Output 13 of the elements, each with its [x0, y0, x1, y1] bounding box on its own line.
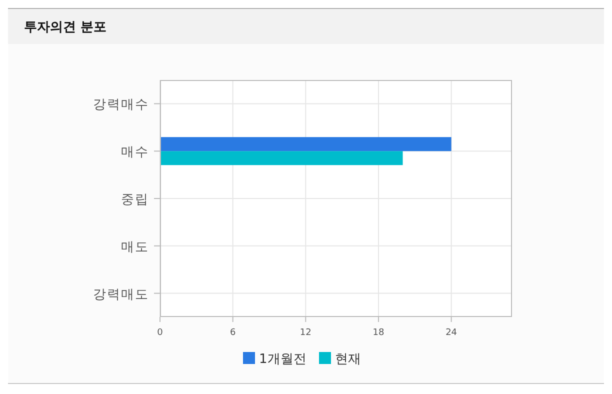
chart-title: 투자의견 분포 [24, 20, 107, 35]
x-tick-label: 24 [446, 328, 458, 338]
y-tick-label: 강력매수 [93, 98, 149, 113]
y-tick-label: 중립 [121, 192, 149, 208]
x-tick-label: 0 [157, 328, 164, 338]
y-tick-label: 매도 [121, 240, 149, 255]
x-tick-label: 6 [230, 328, 236, 338]
y-tick-label: 강력매도 [93, 287, 149, 302]
legend-label: 1개월전 [259, 352, 306, 367]
y-tick-label: 매수 [121, 145, 149, 160]
legend-label: 현재 [335, 352, 361, 367]
x-tick-label: 12 [300, 328, 312, 338]
x-tick-label: 18 [372, 328, 384, 338]
